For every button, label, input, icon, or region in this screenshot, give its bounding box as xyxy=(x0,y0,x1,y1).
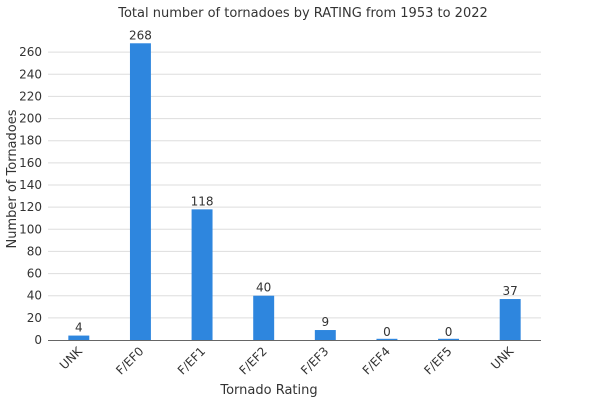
x-tick-label: UNK xyxy=(488,343,517,372)
bar[interactable] xyxy=(253,295,275,340)
x-tick-label: F/EF2 xyxy=(237,344,270,377)
bar[interactable] xyxy=(68,335,90,340)
y-tick-label: 240 xyxy=(19,67,42,81)
x-tick-label: F/EF0 xyxy=(113,344,146,377)
bar[interactable] xyxy=(376,338,398,340)
x-axis-ticks: UNK F/EF0 F/EF1 F/EF2 F/EF3 F/EF4 F/EF5 UNK xyxy=(57,343,517,377)
chart-title: Total number of tornadoes by RATING from… xyxy=(117,6,488,21)
gridlines xyxy=(48,51,541,319)
data-label: 118 xyxy=(191,194,214,208)
bars xyxy=(68,43,521,341)
y-tick-label: 60 xyxy=(27,267,42,281)
y-tick-label: 140 xyxy=(19,178,42,192)
y-tick-label: 180 xyxy=(19,134,42,148)
x-tick-label: F/EF5 xyxy=(421,344,454,377)
x-tick-label: F/EF1 xyxy=(175,344,208,377)
y-tick-label: 80 xyxy=(27,244,42,258)
bar[interactable] xyxy=(129,43,151,341)
y-tick-label: 40 xyxy=(27,289,42,303)
y-tick-label: 20 xyxy=(27,311,42,325)
y-tick-label: 200 xyxy=(19,112,42,126)
bar[interactable] xyxy=(191,209,213,340)
data-label: 0 xyxy=(445,325,453,339)
data-label: 9 xyxy=(321,315,329,329)
y-tick-label: 100 xyxy=(19,222,42,236)
y-axis-title: Number of Tornadoes xyxy=(5,109,20,248)
data-label: 37 xyxy=(503,284,518,298)
data-label: 268 xyxy=(129,28,152,42)
bar[interactable] xyxy=(314,330,336,340)
x-tick-label: F/EF3 xyxy=(298,344,331,377)
y-axis-ticks: 0 20 40 60 80 100 120 140 160 180 200 220 240 260 xyxy=(19,45,42,347)
bar[interactable] xyxy=(438,338,460,340)
data-labels: 4 268 118 40 9 0 0 37 xyxy=(75,28,518,339)
y-tick-label: 260 xyxy=(19,45,42,59)
data-label: 0 xyxy=(383,325,391,339)
x-tick-label: UNK xyxy=(57,343,86,372)
y-tick-label: 220 xyxy=(19,89,42,103)
y-tick-label: 0 xyxy=(34,333,42,347)
bar[interactable] xyxy=(499,299,521,340)
y-tick-label: 160 xyxy=(19,156,42,170)
data-label: 4 xyxy=(75,321,83,335)
data-label: 40 xyxy=(256,281,271,295)
x-axis-title: Tornado Rating xyxy=(219,383,317,398)
x-tick-label: F/EF4 xyxy=(360,344,393,377)
y-tick-label: 120 xyxy=(19,200,42,214)
